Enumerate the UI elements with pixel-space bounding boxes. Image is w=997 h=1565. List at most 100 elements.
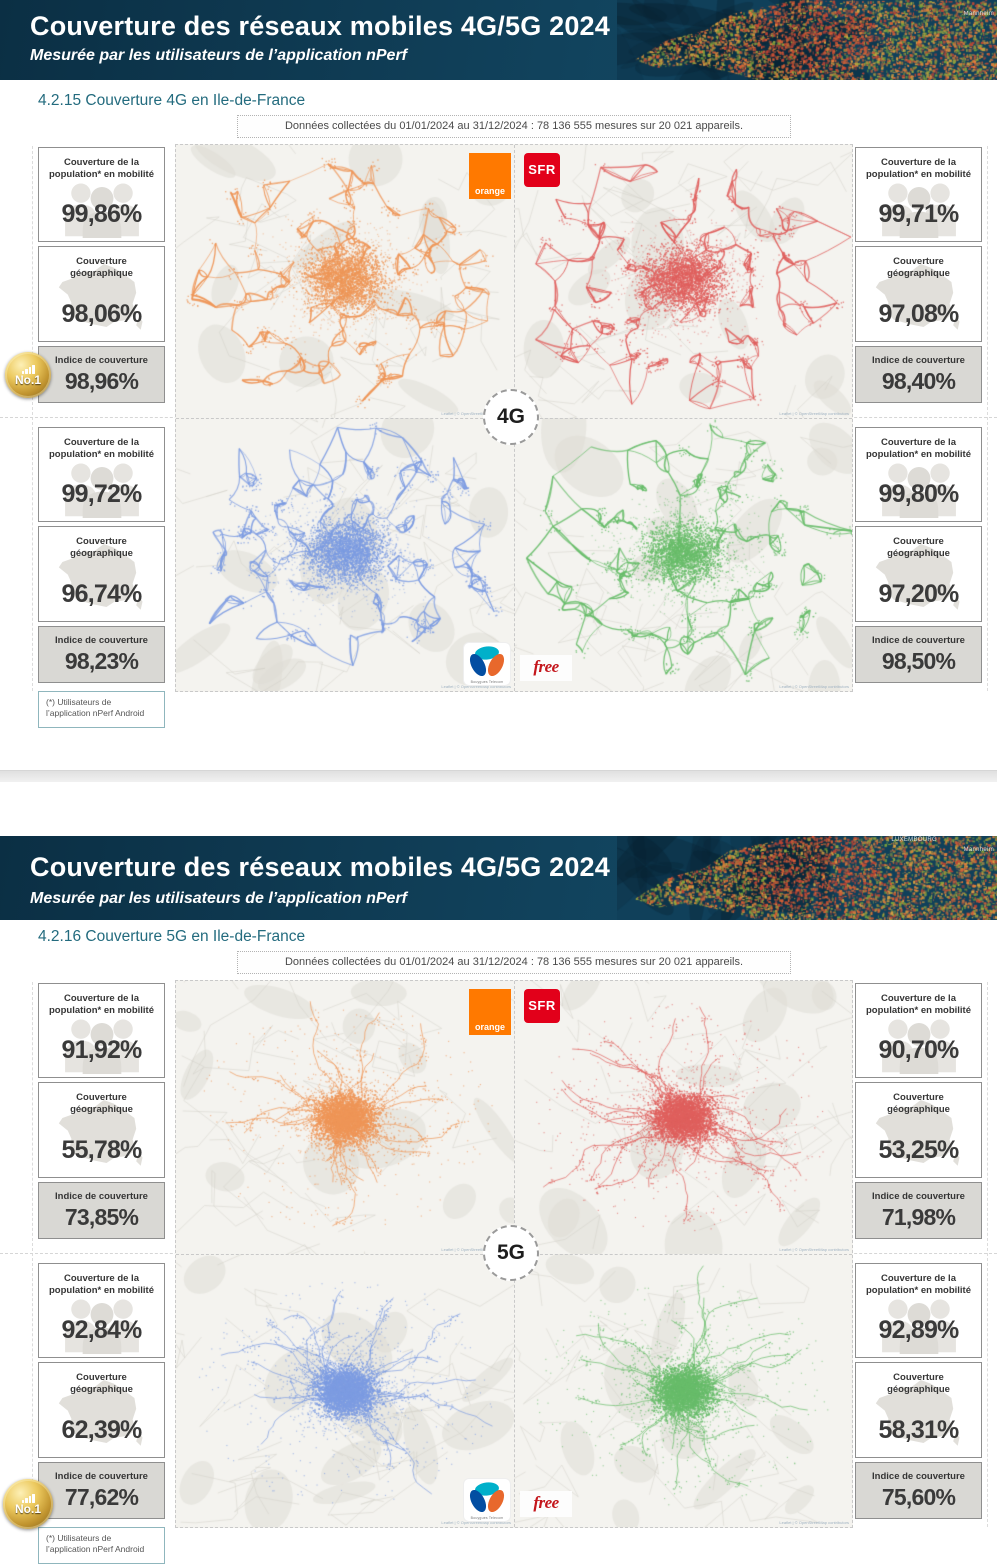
stat-value: 99,71% [878,200,960,228]
map-attribution: Leaflet | © OpenStreetMap contributors [441,684,511,689]
data-collection-note: Données collectées du 01/01/2024 au 31/1… [237,115,791,138]
stat-value: 99,86% [61,200,143,228]
orange-map-canvas [176,145,514,418]
france-heatmap-image: Mannheim [617,0,997,80]
bouygues-map-canvas [176,1254,514,1527]
map-attribution: Leaflet | © OpenStreetMap contributors [441,1520,511,1525]
report-title: Couverture des réseaux mobiles 4G/5G 202… [30,852,610,882]
no1-badge: No.1 [5,352,51,398]
stat-label: Couverture géographique [70,1372,133,1396]
stat-value: 98,96% [64,368,139,395]
stat-label: Couverture de la population* en mobilité [48,993,155,1017]
bouygues-coverage-index-box: Indice de couverture 98,23% [38,626,165,683]
free-map-canvas [514,418,852,691]
bouygues-geographic-coverage-box: Couverture géographique 62,39% [38,1362,165,1458]
bouygues-coverage-map: Bouygues Telecom Leaflet | © OpenStreetM… [176,1254,514,1527]
stat-value: 98,50% [881,648,956,675]
sfr-map-canvas [514,981,852,1254]
france-heatmap-canvas [617,836,997,920]
map-label-luxembourg: LUXEMBOURG [891,837,937,843]
stat-label: Indice de couverture [55,355,148,366]
map-attribution: Leaflet | © OpenStreetMap contributors [779,411,849,416]
sfr-population-coverage-box: Couverture de la population* en mobilité… [855,983,982,1078]
dashed-guide-right [987,982,988,1527]
report-page-5g: Couverture des réseaux mobiles 4G/5G 202… [0,836,997,1565]
stat-value: 92,89% [878,1316,960,1344]
stat-label: Couverture géographique [887,536,950,560]
map-attribution: Leaflet | © OpenStreetMap contributors [779,1247,849,1252]
report-title: Couverture des réseaux mobiles 4G/5G 202… [30,11,610,41]
report-subtitle: Mesurée par les utilisateurs de l’applic… [30,47,408,64]
bouygues-coverage-map: Bouygues Telecom Leaflet | © OpenStreetM… [176,418,514,691]
orange-population-coverage-box: Couverture de la population* en mobilité… [38,983,165,1078]
map-attribution: Leaflet | © OpenStreetMap contributors [441,1247,511,1252]
coverage-map-grid: orange Leaflet | © OpenStreetMap contrib… [175,144,853,692]
stat-label: Indice de couverture [55,1471,148,1482]
orange-coverage-map: orange Leaflet | © OpenStreetMap contrib… [176,145,514,418]
bouygues-ellipses-icon [469,1482,505,1513]
stat-label: Indice de couverture [55,635,148,646]
orange-coverage-map: orange Leaflet | © OpenStreetMap contrib… [176,981,514,1254]
report-header: Couverture des réseaux mobiles 4G/5G 202… [0,0,997,80]
bouygues-population-coverage-box: Couverture de la population* en mobilité… [38,1263,165,1358]
stat-label: Couverture de la population* en mobilité [865,157,972,181]
bouygues-geographic-coverage-box: Couverture géographique 96,74% [38,526,165,622]
stat-label: Couverture de la population* en mobilité [48,157,155,181]
dashed-guide-left [32,146,33,691]
map-attribution: Leaflet | © OpenStreetMap contributors [779,1520,849,1525]
bouygues-ellipses-icon [469,646,505,677]
stat-value: 90,70% [878,1036,960,1064]
stat-value: 53,25% [878,1136,960,1164]
map-attribution: Leaflet | © OpenStreetMap contributors [779,684,849,689]
stat-label: Couverture de la population* en mobilité [48,437,155,461]
stat-value: 96,74% [61,580,143,608]
sfr-coverage-index-box: Indice de couverture 98,40% [855,346,982,403]
data-collection-note: Données collectées du 01/01/2024 au 31/1… [237,951,791,974]
stat-label: Indice de couverture [872,635,965,646]
france-heatmap-image: LUXEMBOURG Mannheim [617,836,997,920]
sfr-map-canvas [514,145,852,418]
tech-badge-5g: 5G [483,1225,539,1281]
report-header: Couverture des réseaux mobiles 4G/5G 202… [0,836,997,920]
stat-value: 73,85% [64,1204,139,1231]
sfr-coverage-index-box: Indice de couverture 71,98% [855,1182,982,1239]
sfr-population-coverage-box: Couverture de la population* en mobilité… [855,147,982,242]
orange-logo: orange [469,989,511,1035]
orange-logo: orange [469,153,511,199]
map-attribution: Leaflet | © OpenStreetMap contributors [441,411,511,416]
report-subtitle: Mesurée par les utilisateurs de l’applic… [30,890,408,907]
page-break [0,770,997,782]
stat-label: Couverture de la population* en mobilité [865,1273,972,1297]
footnote: (*) Utilisateurs de l’application nPerf … [38,1527,165,1564]
free-population-coverage-box: Couverture de la population* en mobilité… [855,1263,982,1358]
orange-coverage-index-box: Indice de couverture 98,96% [38,346,165,403]
stat-label: Indice de couverture [872,355,965,366]
stat-value: 71,98% [881,1204,956,1231]
tech-badge-4g: 4G [483,389,539,445]
free-coverage-index-box: Indice de couverture 98,50% [855,626,982,683]
stat-label: Couverture de la population* en mobilité [48,1273,155,1297]
free-map-canvas [514,1254,852,1527]
sfr-geographic-coverage-box: Couverture géographique 53,25% [855,1082,982,1178]
orange-coverage-index-box: Indice de couverture 73,85% [38,1182,165,1239]
stat-value: 75,60% [881,1484,956,1511]
sfr-logo: SFR [524,989,560,1023]
stat-value: 77,62% [64,1484,139,1511]
stat-label: Couverture de la population* en mobilité [865,437,972,461]
sfr-logo: SFR [524,153,560,187]
orange-population-coverage-box: Couverture de la population* en mobilité… [38,147,165,242]
sfr-coverage-map: SFR Leaflet | © OpenStreetMap contributo… [514,981,852,1254]
stat-label: Couverture géographique [70,536,133,560]
sfr-coverage-map: SFR Leaflet | © OpenStreetMap contributo… [514,145,852,418]
stat-value: 92,84% [61,1316,143,1344]
stat-value: 98,23% [64,648,139,675]
stat-value: 98,06% [61,300,143,328]
stat-value: 98,40% [881,368,956,395]
free-coverage-index-box: Indice de couverture 75,60% [855,1462,982,1519]
free-logo: free [520,655,572,681]
bouygues-coverage-index-box: Indice de couverture 77,62% [38,1462,165,1519]
bouygues-map-canvas [176,418,514,691]
stat-value: 91,92% [61,1036,143,1064]
stat-value: 55,78% [61,1136,143,1164]
stat-label: Indice de couverture [55,1191,148,1202]
